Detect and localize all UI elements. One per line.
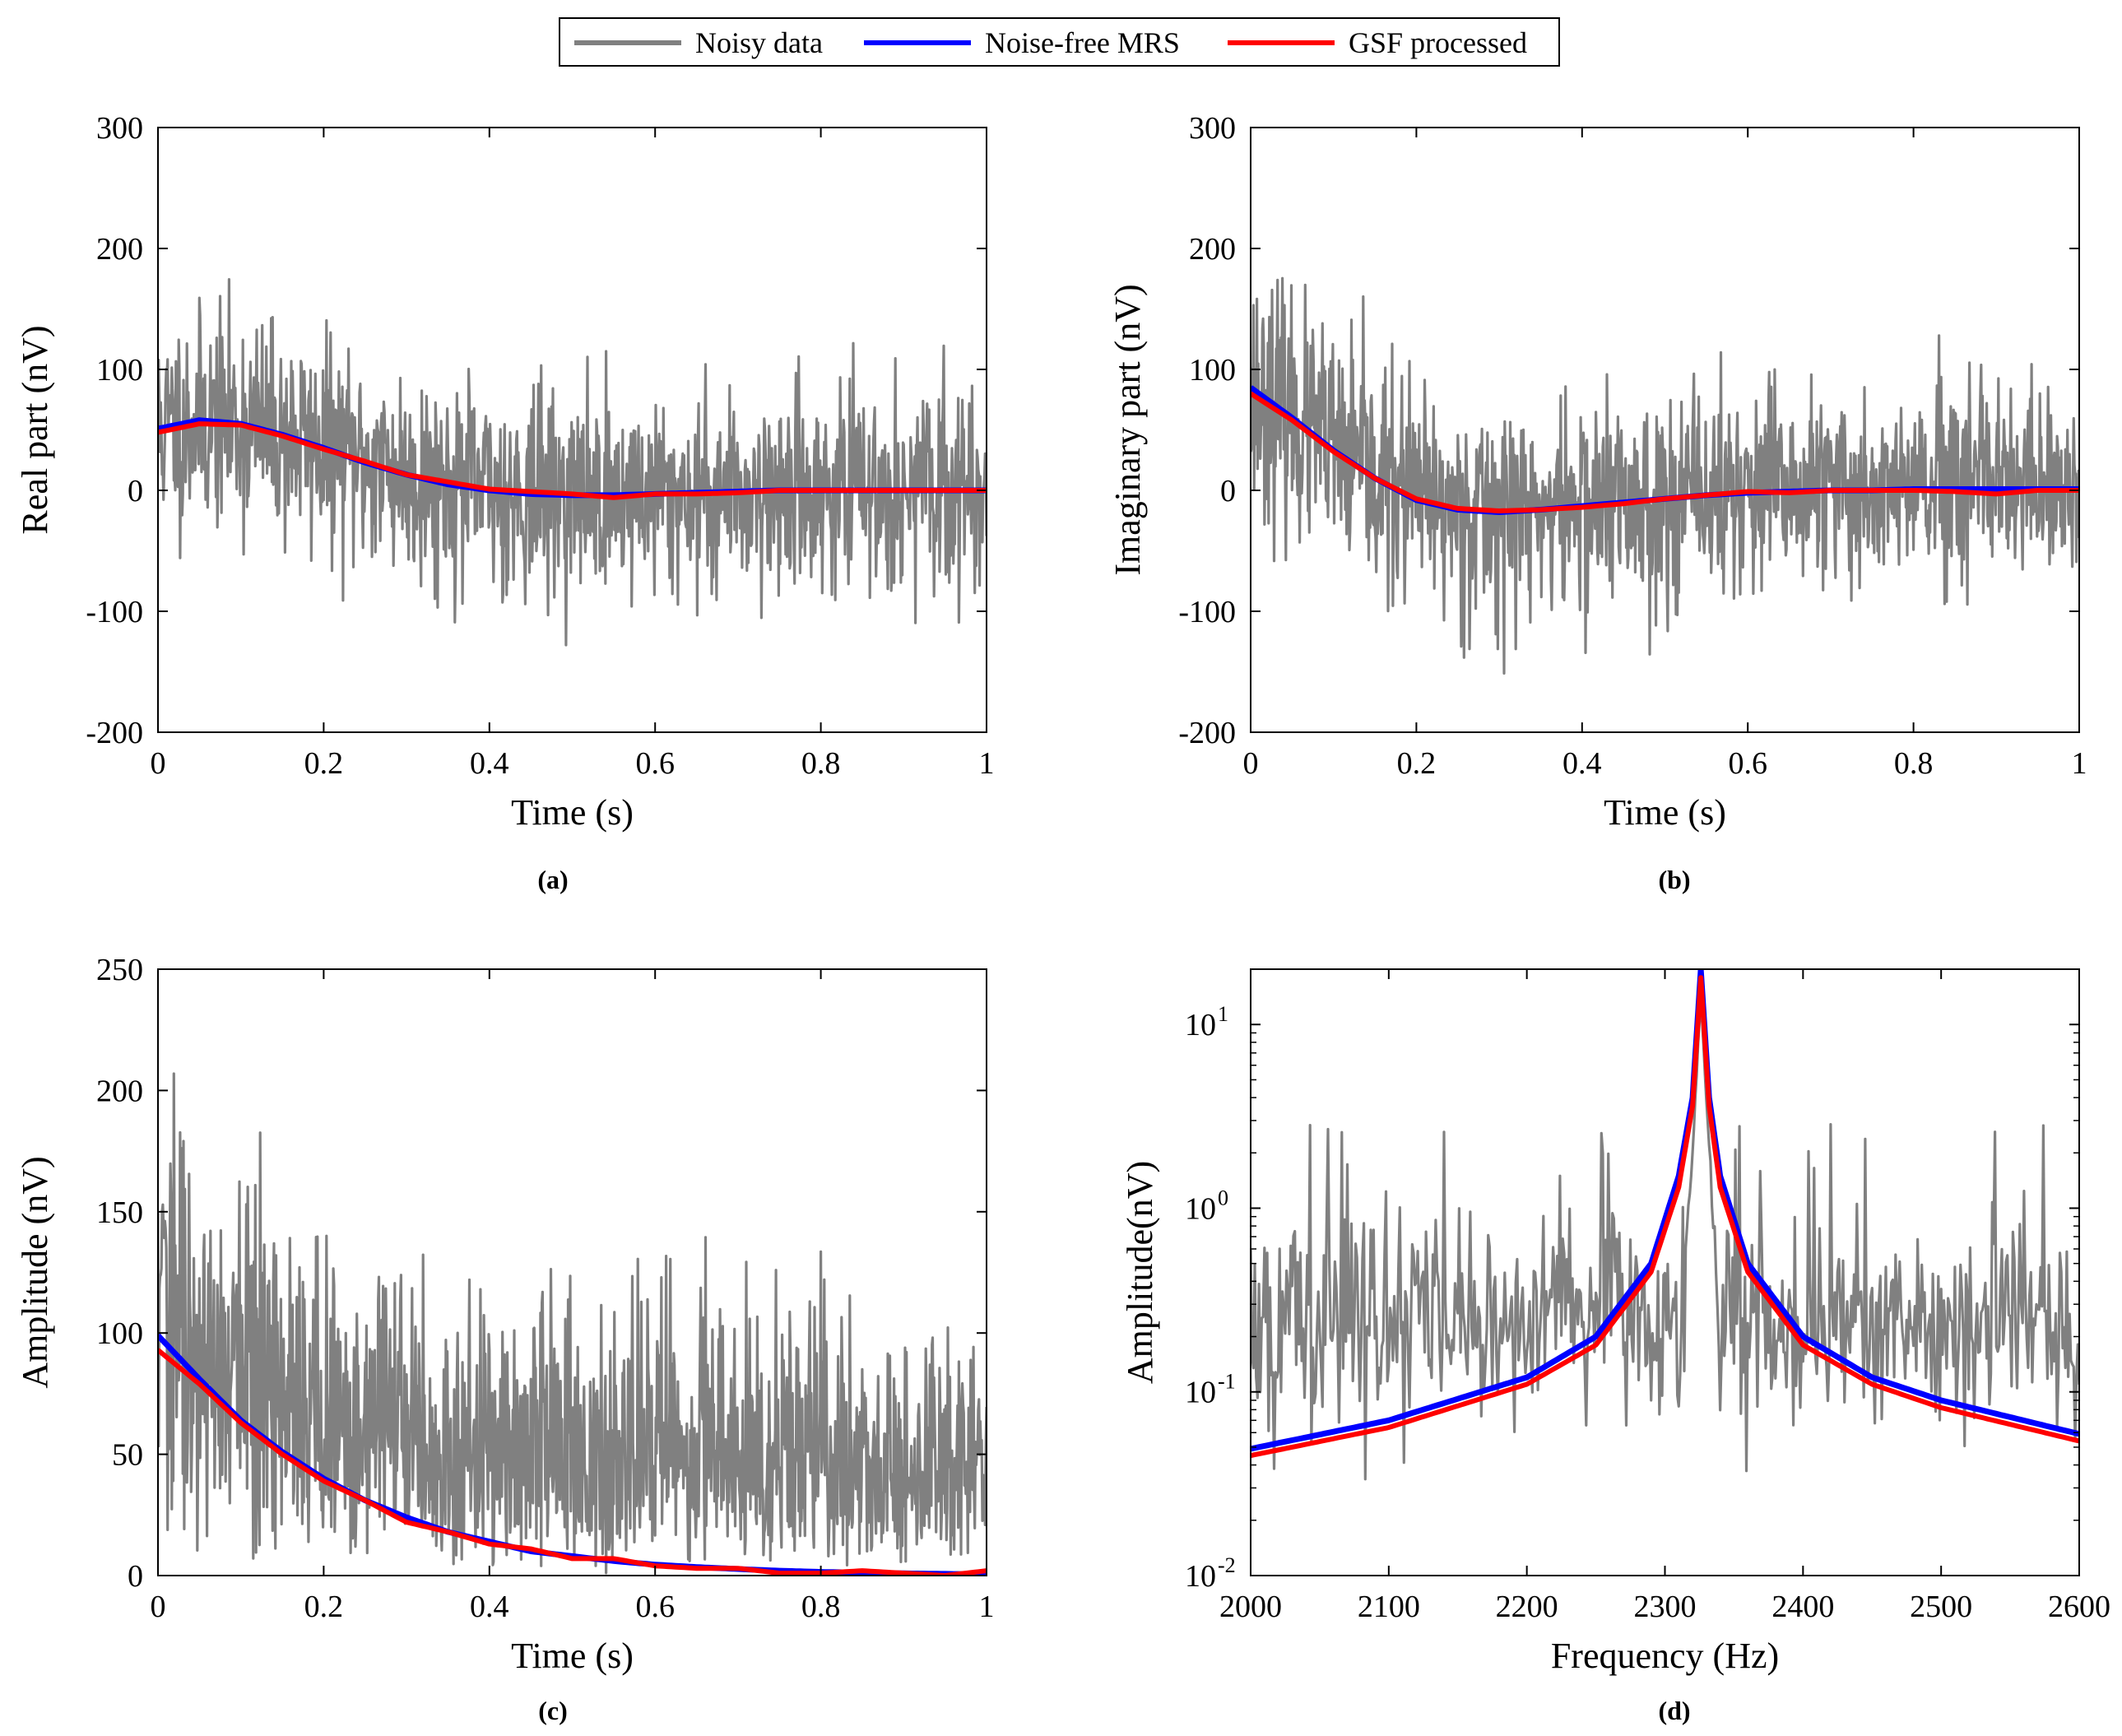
series-gsf-processed bbox=[158, 421, 987, 500]
x-tick-label: 1 bbox=[2072, 746, 2087, 781]
legend-label-noisefree: Noise-free MRS bbox=[985, 26, 1180, 59]
y-tick-label: 0 bbox=[128, 474, 143, 508]
x-tick-label: 1 bbox=[979, 1590, 995, 1624]
y-tick-label: 0 bbox=[1220, 474, 1236, 508]
x-tick-label: 0.4 bbox=[1562, 746, 1602, 781]
panel-a-real-part: 0 0.2 0.4 0.6 0.8 1 -200 -100 0 100 200 300 Time (s)… bbox=[15, 111, 995, 894]
y-tick-label: 100 bbox=[96, 1316, 143, 1351]
axes-frame bbox=[157, 968, 987, 1576]
panel-c-amplitude-time: 0 0.2 0.4 0.6 0.8 1 0 50 100 150 200 250 Time (s) Amp… bbox=[15, 953, 995, 1725]
y-tick-label: 50 bbox=[112, 1438, 143, 1473]
y-tick-label: 300 bbox=[96, 111, 143, 146]
axes-frame bbox=[1250, 127, 2080, 733]
x-axis-label: Time (s) bbox=[1604, 792, 1726, 833]
x-tick-label: 2600 bbox=[2048, 1590, 2110, 1624]
x-tick-label: 0.8 bbox=[801, 746, 841, 781]
x-axis-label: Time (s) bbox=[511, 1636, 634, 1676]
y-tick-label: 100 bbox=[96, 353, 143, 388]
x-tick-label: 2300 bbox=[1634, 1590, 1697, 1624]
y-tick-label: 150 bbox=[96, 1195, 143, 1230]
x-tick-label: 2200 bbox=[1496, 1590, 1558, 1624]
x-tick-label: 2400 bbox=[1771, 1590, 1834, 1624]
axes-frame bbox=[157, 127, 987, 733]
y-tick-label: 10 bbox=[1185, 1376, 1216, 1410]
x-tick-label: 0.4 bbox=[470, 1590, 509, 1624]
y-tick-label-exponent: -2 bbox=[1218, 1553, 1236, 1577]
subfigure-caption: (d) bbox=[1658, 1696, 1690, 1725]
x-tick-label: 2100 bbox=[1358, 1590, 1420, 1624]
y-tick-label-exponent: -1 bbox=[1218, 1370, 1236, 1394]
y-axis-label: Amplitude(nV) bbox=[1120, 1161, 1160, 1384]
y-tick-label-exponent: 1 bbox=[1218, 1002, 1228, 1026]
plot-lines bbox=[158, 1072, 987, 1576]
x-axis-label: Frequency (Hz) bbox=[1551, 1636, 1779, 1676]
x-tick-label: 0.6 bbox=[635, 746, 675, 781]
x-axis-label: Time (s) bbox=[511, 792, 634, 833]
series-noise-free-mrs bbox=[1251, 969, 2079, 1452]
series-gsf-processed bbox=[1251, 975, 2079, 1459]
x-tick-label: 0.6 bbox=[635, 1590, 675, 1624]
y-tick-label: 10 bbox=[1185, 1191, 1216, 1226]
legend-box bbox=[559, 17, 1560, 67]
y-tick-label: 200 bbox=[96, 1074, 143, 1108]
subfigure-caption: (a) bbox=[537, 865, 568, 894]
y-tick-label: 0 bbox=[128, 1559, 143, 1594]
subfigure-caption: (c) bbox=[538, 1696, 568, 1725]
x-tick-label: 0.8 bbox=[1894, 746, 1934, 781]
y-tick-label-exponent: 0 bbox=[1218, 1186, 1228, 1209]
y-tick-label: -100 bbox=[1178, 595, 1236, 629]
x-tick-label: 2000 bbox=[1219, 1590, 1282, 1624]
x-tick-label: 0 bbox=[151, 746, 166, 781]
series-noisy-data bbox=[158, 278, 987, 647]
y-tick-label: 100 bbox=[1189, 353, 1236, 388]
legend-label-noisy: Noisy data bbox=[695, 26, 823, 59]
x-tick-label: 1 bbox=[979, 746, 995, 781]
series-noisy-data bbox=[1251, 995, 2079, 1481]
y-axis-label: Imaginary part (nV) bbox=[1107, 284, 1148, 575]
y-axis-label: Real part (nV) bbox=[15, 325, 55, 534]
x-tick-label: 0.2 bbox=[1397, 746, 1437, 781]
x-tick-label: 0.2 bbox=[304, 1590, 344, 1624]
legend-label-gsf: GSF processed bbox=[1349, 26, 1527, 59]
y-tick-label: 10 bbox=[1185, 1008, 1216, 1042]
x-tick-label: 2500 bbox=[1910, 1590, 1972, 1624]
x-tick-label: 0 bbox=[1243, 746, 1259, 781]
y-axis-label: Amplitude (nV) bbox=[15, 1156, 55, 1388]
x-tick-label: 0.4 bbox=[470, 746, 509, 781]
y-tick-label: -100 bbox=[86, 595, 143, 629]
legend: Noisy data Noise-free MRS GSF processed bbox=[559, 17, 1560, 67]
y-tick-label: 300 bbox=[1189, 111, 1236, 146]
plot-lines bbox=[1251, 969, 2079, 1481]
plot-lines bbox=[1251, 276, 2079, 675]
plot-lines bbox=[158, 278, 987, 647]
x-tick-label: 0 bbox=[151, 1590, 166, 1624]
series-gsf-processed bbox=[1251, 391, 2079, 513]
y-tick-label: 10 bbox=[1185, 1559, 1216, 1594]
series-noisy-data bbox=[1251, 276, 2079, 675]
panel-b-imaginary-part: 0 0.2 0.4 0.6 0.8 1 -200 -100 0 100 200 300 Time (s)… bbox=[1107, 111, 2087, 894]
series-gsf-processed bbox=[158, 1348, 987, 1576]
y-tick-label: 200 bbox=[1189, 232, 1236, 267]
y-tick-label: 250 bbox=[96, 953, 143, 987]
y-tick-label: 200 bbox=[96, 232, 143, 267]
y-tick-label: -200 bbox=[86, 716, 143, 750]
y-tick-label: -200 bbox=[1178, 716, 1236, 750]
series-noisy-data bbox=[158, 1072, 987, 1575]
x-tick-label: 0.2 bbox=[304, 746, 344, 781]
x-tick-label: 0.6 bbox=[1728, 746, 1767, 781]
subfigure-caption: (b) bbox=[1658, 865, 1690, 894]
x-tick-label: 0.8 bbox=[801, 1590, 841, 1624]
